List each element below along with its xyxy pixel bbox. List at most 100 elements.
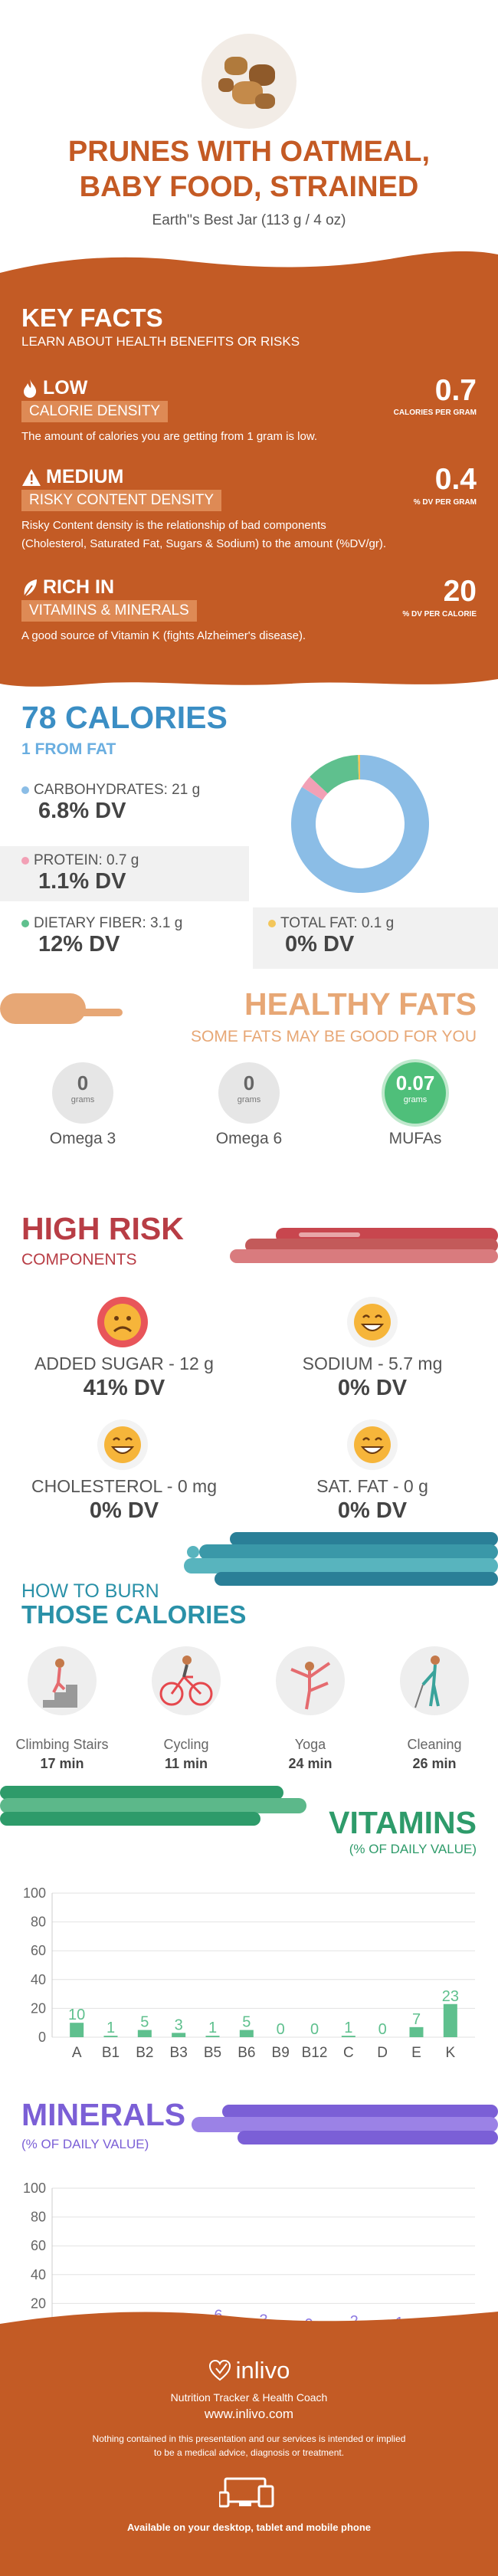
risky-content-desc-2: (Cholesterol, Saturated Fat, Sugars & So… [21, 537, 387, 550]
high-risk-title: HIGH RISK [21, 1211, 184, 1246]
donut-slice-fat [358, 755, 360, 780]
fat-dot [268, 920, 276, 927]
yoga-time: 24 min [288, 1756, 333, 1771]
happy-face-icon [347, 1419, 398, 1470]
vitamin-xlabel-E: E [411, 2045, 421, 2061]
vitamin-ytick: 0 [38, 2030, 46, 2045]
vitamin-ytick: 20 [31, 2000, 46, 2016]
healthy-fats-decoration [0, 993, 123, 1024]
page-title: PRUNES WITH OATMEAL, BABY FOOD, STRAINED [0, 134, 498, 205]
cycling-time: 11 min [164, 1756, 208, 1771]
risky-content-value: 0.4 [434, 463, 477, 496]
calorie-density-value: 0.7 [434, 374, 477, 407]
vitamin-xlabel-B6: B6 [238, 2045, 255, 2061]
calorie-density-unit: CALORIES PER GRAM [393, 409, 477, 417]
vitamin-ytick: 100 [23, 1885, 46, 1901]
fat-label: TOTAL FAT: 0.1 g [280, 915, 395, 931]
serving-size: Earth''s Best Jar (113 g / 4 oz) [152, 212, 346, 228]
vitamin-value-B5: 1 [208, 2020, 217, 2036]
cleaning-icon [400, 1646, 469, 1715]
vitamin-value-B6: 5 [242, 2014, 251, 2031]
vitamin-ytick: 40 [31, 1972, 46, 1987]
vitamin-value-B1: 1 [106, 2020, 115, 2036]
vitamin-value-A: 10 [68, 2007, 85, 2023]
heart-icon [208, 2359, 231, 2381]
calories-donut-chart [291, 755, 429, 893]
sodium-dv: 0% DV [337, 1376, 408, 1400]
fiber-dot [21, 920, 29, 927]
vitamin-value-C: 1 [344, 2020, 352, 2036]
mineral-ytick: 40 [31, 2267, 46, 2282]
added-sugar-label: ADDED SUGAR - 12 g [34, 1354, 214, 1373]
vitamins-title: VITAMINS [329, 1805, 477, 1840]
footer-brand: inlivo [235, 2357, 290, 2384]
footer-url[interactable]: www.inlivo.com [204, 2407, 294, 2421]
vitamin-bar-B6 [239, 2030, 254, 2037]
high-risk-decoration [230, 1228, 498, 1263]
nutrient-protein: PROTEIN: 0.7 g 1.1% DV [0, 846, 249, 901]
happy-face-icon [97, 1419, 148, 1470]
stairs-time: 17 min [40, 1756, 84, 1771]
cholesterol-dv: 0% DV [89, 1498, 159, 1523]
footer-logo: inlivo [0, 2357, 498, 2384]
title-line-1: PRUNES WITH OATMEAL, [67, 136, 431, 168]
vitamin-value-K: 23 [442, 1988, 459, 2005]
calories-title: 78 CALORIES [21, 700, 228, 735]
cycling-label: Cycling [163, 1737, 209, 1752]
mufas-name: MUFAs [388, 1130, 442, 1147]
fiber-dv: 12% DV [38, 932, 120, 957]
key-facts-subtitle: LEARN ABOUT HEALTH BENEFITS OR RISKS [21, 334, 300, 349]
mufas-value: 0.07 [395, 1071, 435, 1094]
mineral-ytick: 60 [31, 2238, 46, 2253]
omega3-name: Omega 3 [49, 1130, 116, 1147]
calorie-density-label: CALORIE DENSITY [21, 401, 169, 422]
donut-slice-fiber [310, 755, 359, 794]
vitamin-value-D: 0 [378, 2021, 387, 2038]
fat-dv: 0% DV [285, 932, 355, 957]
sad-face-icon [97, 1297, 148, 1347]
vitamin-bar-B5 [205, 2036, 220, 2037]
stairs-label: Climbing Stairs [15, 1737, 109, 1752]
added-sugar-dv: 41% DV [83, 1376, 165, 1400]
vitamin-xlabel-B12: B12 [302, 2045, 328, 2061]
title-line-2: BABY FOOD, STRAINED [79, 171, 419, 203]
mineral-ytick: 80 [31, 2210, 46, 2225]
key-fact-calorie-density: LOW CALORIE DENSITY [21, 377, 169, 422]
yoga-icon [276, 1646, 345, 1715]
healthy-fats-subtitle: SOME FATS MAY BE GOOD FOR YOU [190, 1028, 477, 1045]
vitamin-xlabel-B2: B2 [136, 2045, 153, 2061]
vitamin-bar-B2 [137, 2030, 152, 2037]
cycling-icon [152, 1646, 221, 1715]
risky-content-label: RISKY CONTENT DENSITY [21, 490, 222, 511]
warning-icon [22, 468, 41, 486]
food-image [201, 34, 297, 129]
mineral-ytick: 100 [23, 2181, 46, 2196]
vitamins-decoration [0, 1786, 306, 1826]
sat-fat-label: SAT. FAT - 0 g [316, 1476, 428, 1496]
vitamins-chart: 0 20 40 60 80 100 10 A 1 B1 5 B2 3 B3 1 B5 5 B6 0 B9 0 B12 1 C 0… [23, 1885, 475, 2061]
high-risk-subtitle: COMPONENTS [21, 1251, 137, 1268]
cholesterol-label: CHOLESTEROL - 0 mg [31, 1476, 217, 1496]
key-facts-title: KEY FACTS [21, 304, 163, 332]
donut-slice-carbohydrates [291, 755, 429, 893]
omega6-value: 0 [243, 1071, 255, 1094]
sat-fat-dv: 0% DV [337, 1498, 408, 1523]
vitamin-value-E: 7 [412, 2011, 421, 2028]
mineral-ytick: 20 [31, 2295, 46, 2311]
protein-dv: 1.1% DV [38, 869, 126, 894]
key-facts-background [0, 251, 498, 687]
burn-title-1: HOW TO BURN [21, 1580, 159, 1602]
footer-background [0, 2312, 498, 2576]
vitamin-bar-E [409, 2026, 424, 2037]
nutrient-fat: TOTAL FAT: 0.1 g 0% DV [253, 907, 498, 969]
yoga-label: Yoga [294, 1737, 326, 1752]
vitamins-subtitle: (% OF DAILY VALUE) [349, 1842, 477, 1856]
fat-omega3: 0 grams [52, 1062, 113, 1124]
vitamin-xlabel-C: C [343, 2045, 354, 2061]
fat-omega6: 0 grams [218, 1062, 280, 1124]
cleaning-label: Cleaning [407, 1737, 462, 1752]
risky-content-level: MEDIUM [46, 466, 124, 487]
vitamins-label: VITAMINS & MINERALS [21, 600, 197, 622]
leaf-icon [24, 579, 37, 597]
cleaning-time: 26 min [412, 1756, 457, 1771]
